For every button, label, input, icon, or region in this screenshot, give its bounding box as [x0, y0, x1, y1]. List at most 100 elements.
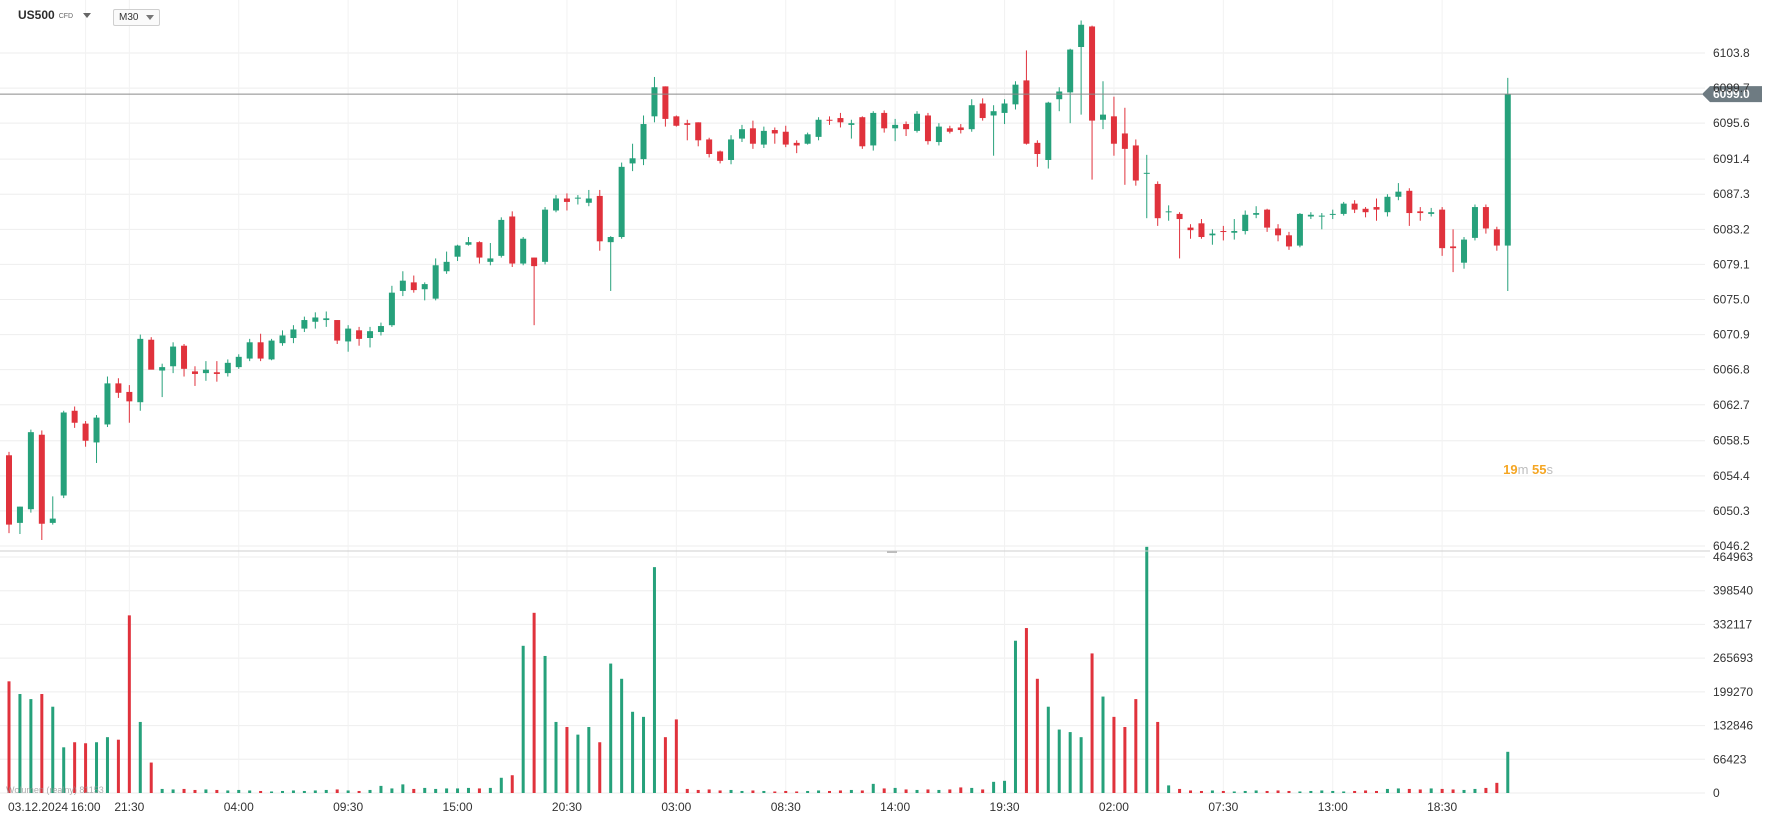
time-tick-label: 21:30	[114, 800, 144, 814]
volume-bar	[488, 787, 492, 793]
volume-bar	[849, 789, 853, 793]
price-tick-label: 6091.4	[1713, 152, 1750, 166]
volume-bar	[1331, 790, 1335, 793]
volume-axis[interactable]: 464963 398540 332117 265693 199270 132846 6642…	[1713, 550, 1753, 800]
time-axis[interactable]: 03.12.2024 16:00 21:30 04:00 09:30 15:00 20:30…	[8, 800, 1457, 814]
candle-body	[695, 122, 702, 141]
volume-bar	[171, 789, 175, 793]
candle-body	[181, 345, 188, 369]
candle-body	[312, 317, 319, 322]
candle-body	[531, 257, 538, 267]
volume-bar	[620, 678, 624, 793]
candle-body	[104, 383, 111, 425]
candle-body	[1340, 203, 1347, 214]
volume-tick-label: 332117	[1713, 617, 1752, 631]
price-axis[interactable]: 6103.8 6099.7 6095.6 6091.4 6087.3 6083.2 6079…	[1713, 46, 1750, 553]
volume-bar	[860, 790, 864, 793]
candle-body	[1045, 102, 1052, 160]
candle-body	[170, 346, 177, 367]
price-tick-label: 6058.5	[1713, 434, 1750, 448]
time-tick-label: 09:30	[333, 800, 363, 814]
volume-bar	[587, 727, 591, 793]
volume-bar	[1396, 788, 1400, 793]
volume-bar	[1101, 696, 1105, 793]
volume-bar	[1134, 699, 1138, 793]
volume-bar	[992, 781, 996, 793]
candle-body	[290, 329, 297, 339]
volume-bar	[237, 789, 241, 793]
candle-body	[235, 356, 242, 368]
candle-body	[377, 326, 384, 333]
candle-body	[837, 118, 844, 123]
candle-body	[126, 391, 133, 402]
candle-body	[115, 383, 122, 393]
candle-body	[213, 372, 220, 374]
volume-bar	[1068, 732, 1072, 793]
volume-bar	[1320, 790, 1324, 793]
candle-body	[1384, 196, 1391, 213]
volume-bar	[1342, 791, 1346, 793]
volume-bar	[1506, 751, 1510, 793]
volume-bar	[828, 790, 831, 793]
candle-body	[1001, 103, 1008, 113]
candle-body	[224, 362, 231, 374]
volume-bar	[598, 742, 602, 793]
candle-body	[607, 237, 614, 243]
volume-bar	[1123, 727, 1127, 793]
candle-body	[323, 318, 330, 321]
volume-bar	[1484, 787, 1488, 793]
volume-bar	[357, 790, 361, 793]
price-tick-label: 6075.0	[1713, 293, 1750, 307]
volume-bar	[1232, 791, 1236, 793]
symbol-selector[interactable]: US500 CFD	[18, 8, 92, 22]
candle-body	[738, 129, 745, 139]
volume-tick-label: 265693	[1713, 651, 1753, 665]
volume-bar	[313, 790, 317, 793]
volume-bar	[259, 790, 263, 793]
volume-bar	[1265, 790, 1269, 793]
candle-body	[93, 417, 100, 443]
candle-body	[1220, 231, 1227, 233]
candle-body	[1132, 145, 1139, 181]
candle-body	[673, 116, 680, 126]
volume-bar	[915, 789, 919, 793]
volume-bar	[543, 655, 547, 793]
candle-body	[27, 432, 34, 510]
candle-body	[1034, 142, 1041, 154]
candle-body	[60, 412, 67, 496]
volume-bar	[1210, 790, 1214, 793]
candle-body	[903, 124, 910, 130]
pane-resize-handle[interactable]	[887, 551, 897, 553]
candle-body	[1121, 133, 1128, 149]
volume-bar	[904, 789, 908, 793]
volume-bar	[740, 790, 744, 793]
candle-body	[202, 369, 209, 374]
volume-bar	[685, 788, 689, 793]
volume-bar	[576, 734, 580, 793]
timeframe-selector[interactable]: M30	[113, 9, 161, 26]
volume-bar	[806, 790, 810, 793]
candle-body	[563, 198, 570, 202]
candle-body	[990, 111, 997, 116]
volume-bar	[1254, 790, 1258, 793]
candle-body	[749, 128, 756, 144]
volume-bar	[718, 790, 722, 793]
volume-bar	[1178, 788, 1182, 793]
volume-tick-label: 66423	[1713, 752, 1747, 766]
volume-bar	[1364, 790, 1368, 793]
volume-bar	[652, 567, 656, 793]
candle-body	[585, 198, 592, 203]
price-tick-label: 6070.9	[1713, 328, 1750, 342]
volume-bar	[893, 787, 897, 793]
candle-body	[38, 434, 45, 524]
candle-countdown: 19m 55s	[1503, 462, 1553, 477]
candle-body	[760, 130, 767, 145]
candle-body	[1154, 183, 1161, 219]
candle-body	[345, 328, 352, 342]
candle-body	[367, 331, 374, 339]
candle-body	[1067, 49, 1074, 93]
volume-bar	[138, 721, 142, 793]
volume-bar	[1462, 789, 1466, 793]
time-tick-label: 07:30	[1208, 800, 1238, 814]
